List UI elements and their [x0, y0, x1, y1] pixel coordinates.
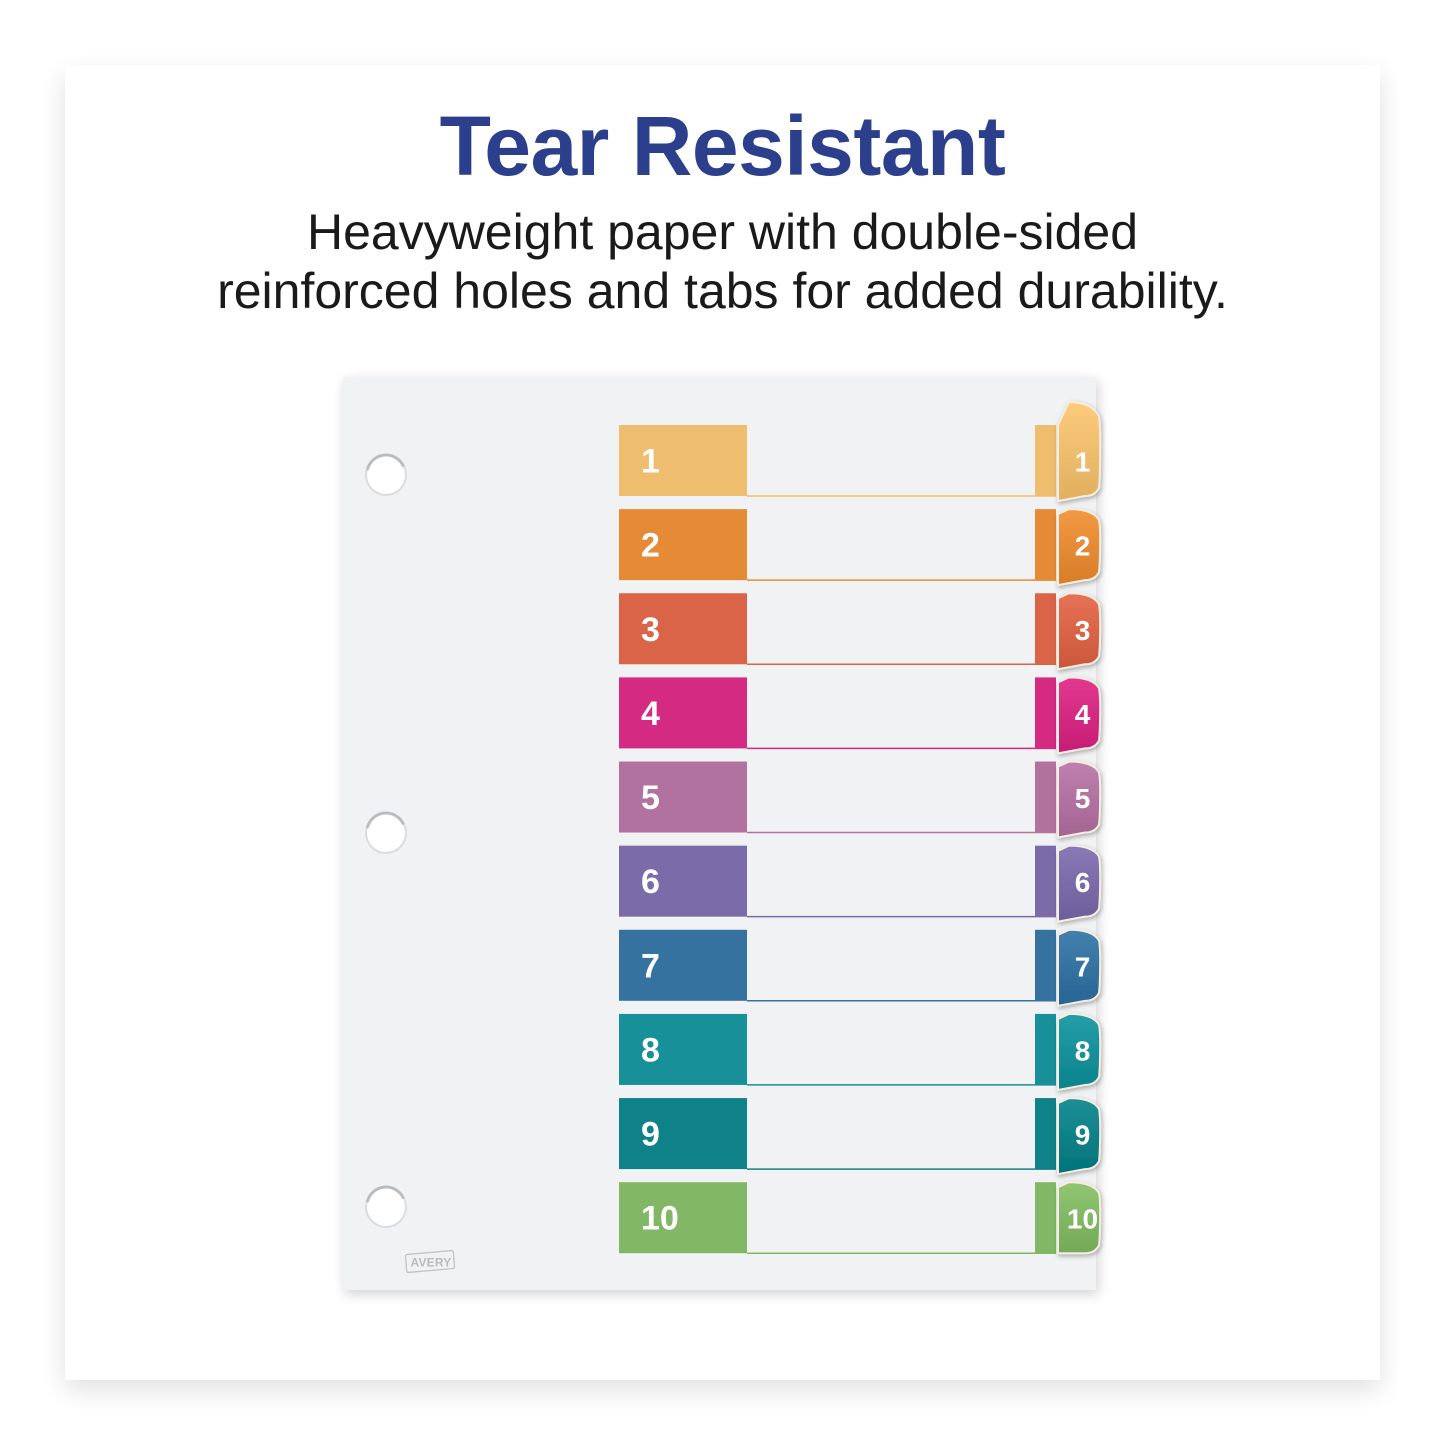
svg-text:6: 6 [1075, 867, 1091, 898]
svg-text:5: 5 [641, 779, 660, 817]
svg-text:2: 2 [1075, 531, 1091, 562]
svg-text:3: 3 [1075, 615, 1091, 646]
svg-text:AVERY: AVERY [410, 1256, 451, 1270]
svg-text:10: 10 [1067, 1204, 1098, 1235]
svg-text:6: 6 [641, 863, 660, 901]
svg-text:7: 7 [1075, 951, 1091, 982]
svg-text:7: 7 [641, 947, 660, 985]
svg-text:9: 9 [1075, 1120, 1091, 1151]
svg-text:5: 5 [1075, 783, 1091, 814]
svg-text:10: 10 [641, 1200, 679, 1238]
svg-text:4: 4 [641, 695, 660, 733]
svg-text:2: 2 [641, 527, 660, 565]
svg-text:8: 8 [1075, 1035, 1091, 1066]
svg-text:4: 4 [1075, 699, 1091, 730]
svg-text:9: 9 [641, 1116, 660, 1154]
svg-text:8: 8 [641, 1031, 660, 1069]
svg-text:3: 3 [641, 611, 660, 649]
svg-text:1: 1 [1075, 447, 1091, 478]
svg-text:1: 1 [641, 443, 660, 481]
